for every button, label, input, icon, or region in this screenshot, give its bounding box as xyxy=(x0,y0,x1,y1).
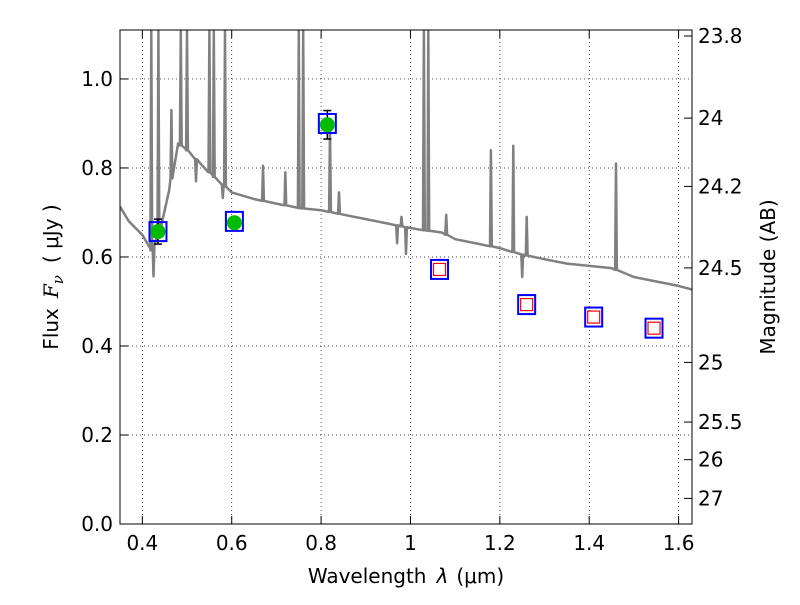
tick-marks xyxy=(120,30,692,525)
y2-tick-label: 26 xyxy=(698,448,723,472)
observed-limit-marker xyxy=(587,310,601,324)
y-axis-label-unit: ( μJy ) xyxy=(39,204,63,263)
y2-tick-label: 23.8 xyxy=(698,24,743,48)
y-tick-label: 0.2 xyxy=(81,423,113,447)
x-tick-label: 0.8 xyxy=(305,531,337,555)
model-photometry-marker xyxy=(148,221,168,243)
model-photometry-marker xyxy=(430,258,450,280)
x-axis-label-unit: (μm) xyxy=(456,564,504,588)
y-tick-label: 0.8 xyxy=(81,156,113,180)
model-photometry-marker xyxy=(317,112,337,134)
y-tick-label: 0.4 xyxy=(81,334,113,358)
y2-tick-label: 25 xyxy=(698,350,723,374)
y-tick-label: 1.0 xyxy=(81,67,113,91)
x-tick-label: 0.6 xyxy=(216,531,248,555)
y-tick-label: 0.6 xyxy=(81,245,113,269)
grid-lines xyxy=(120,30,692,524)
y2-tick-label: 24 xyxy=(698,106,723,130)
y2-tick-label: 24.5 xyxy=(698,256,743,280)
y2-tick-label: 24.2 xyxy=(698,174,743,198)
y-axis-label: Flux Fν ( μJy ) xyxy=(39,204,67,349)
y-axis-label-text: Flux xyxy=(39,308,63,350)
model-photometry-marker xyxy=(644,317,664,339)
y2-tick-label: 27 xyxy=(698,486,723,510)
observed-limit-marker xyxy=(647,321,661,335)
plot-frame xyxy=(119,29,693,525)
spectrum-layer xyxy=(120,30,692,291)
x-tick-label: 0.4 xyxy=(126,531,158,555)
x-tick-label: 1.2 xyxy=(484,531,516,555)
y2-axis-label: Magnitude (AB) xyxy=(756,199,780,354)
y2-tick-label: 25.5 xyxy=(698,410,743,434)
observed-detection-marker xyxy=(150,224,166,240)
model-photometry-marker xyxy=(224,210,244,232)
y-axis-label-symbol: F xyxy=(39,283,63,299)
tick-labels: 0.4 0.6 0.8 1 1.2 1.4 1.6 0.0 0.2 0.4 0.6 0.8 1.0 23.… xyxy=(81,24,742,555)
x-tick-label: 1.6 xyxy=(663,531,695,555)
x-axis-label: Wavelength λ (μm) xyxy=(308,564,504,588)
x-axis-label-text: Wavelength xyxy=(308,564,427,588)
x-tick-label: 1 xyxy=(404,531,417,555)
marker-layer xyxy=(148,109,664,339)
y-axis-label-subscript: ν xyxy=(49,275,67,284)
model-photometry-marker xyxy=(517,294,537,316)
x-tick-label: 1.4 xyxy=(573,531,605,555)
model-photometry-marker xyxy=(584,306,604,328)
observed-detection-marker xyxy=(226,215,242,231)
observed-limit-marker xyxy=(520,297,534,312)
observed-detection-marker xyxy=(319,117,335,133)
x-axis-label-symbol: λ xyxy=(436,564,449,588)
y-tick-label: 0.0 xyxy=(81,512,113,536)
observed-limit-marker xyxy=(432,262,447,277)
model-spectrum-line xyxy=(120,30,692,291)
